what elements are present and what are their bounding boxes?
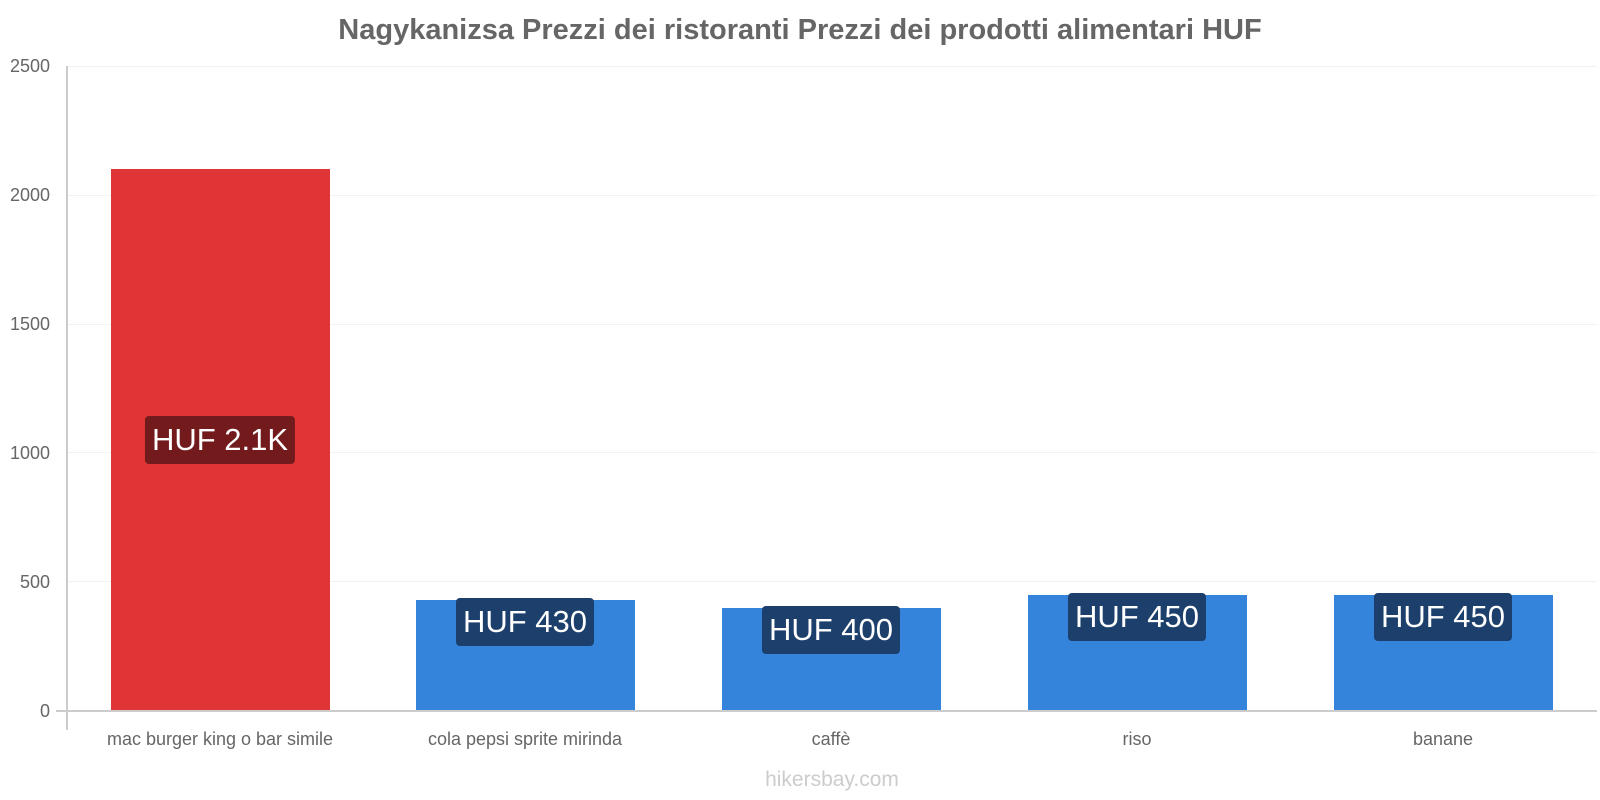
x-tick-label: banane bbox=[1412, 729, 1474, 749]
bar-value-label: HUF 430 bbox=[455, 598, 595, 647]
x-tick-label: cola pepsi sprite mirinda bbox=[427, 729, 623, 749]
gridline-2000 bbox=[67, 195, 1597, 196]
x-tick-label: mac burger king o bar simile bbox=[106, 729, 334, 749]
bar-value-label: HUF 450 bbox=[1373, 592, 1513, 641]
y-tick-label: 1000 bbox=[9, 443, 50, 463]
gridline-500 bbox=[67, 581, 1597, 582]
bar-value-label: HUF 400 bbox=[761, 605, 901, 654]
watermark: hikersbay.com bbox=[765, 768, 899, 791]
x-axis-line bbox=[56, 710, 1597, 712]
y-tick-label: 500 bbox=[19, 572, 50, 592]
y-tick-label: 2000 bbox=[9, 185, 50, 205]
x-tick-label: caffè bbox=[811, 729, 851, 749]
bar-value-label: HUF 450 bbox=[1067, 592, 1207, 641]
x-tick-label: riso bbox=[1122, 729, 1152, 749]
gridline-1500 bbox=[67, 324, 1597, 325]
y-axis-line bbox=[66, 66, 68, 730]
gridline-1000 bbox=[67, 452, 1597, 453]
y-tick-mark bbox=[56, 710, 66, 712]
chart-title: Nagykanizsa Prezzi dei ristoranti Prezzi… bbox=[338, 14, 1262, 46]
y-tick-label: 0 bbox=[39, 701, 50, 721]
bar-value-label: HUF 2.1K bbox=[144, 416, 296, 465]
gridline-2500 bbox=[67, 66, 1597, 67]
y-tick-label: 1500 bbox=[9, 314, 50, 334]
y-tick-label: 2500 bbox=[9, 56, 50, 76]
